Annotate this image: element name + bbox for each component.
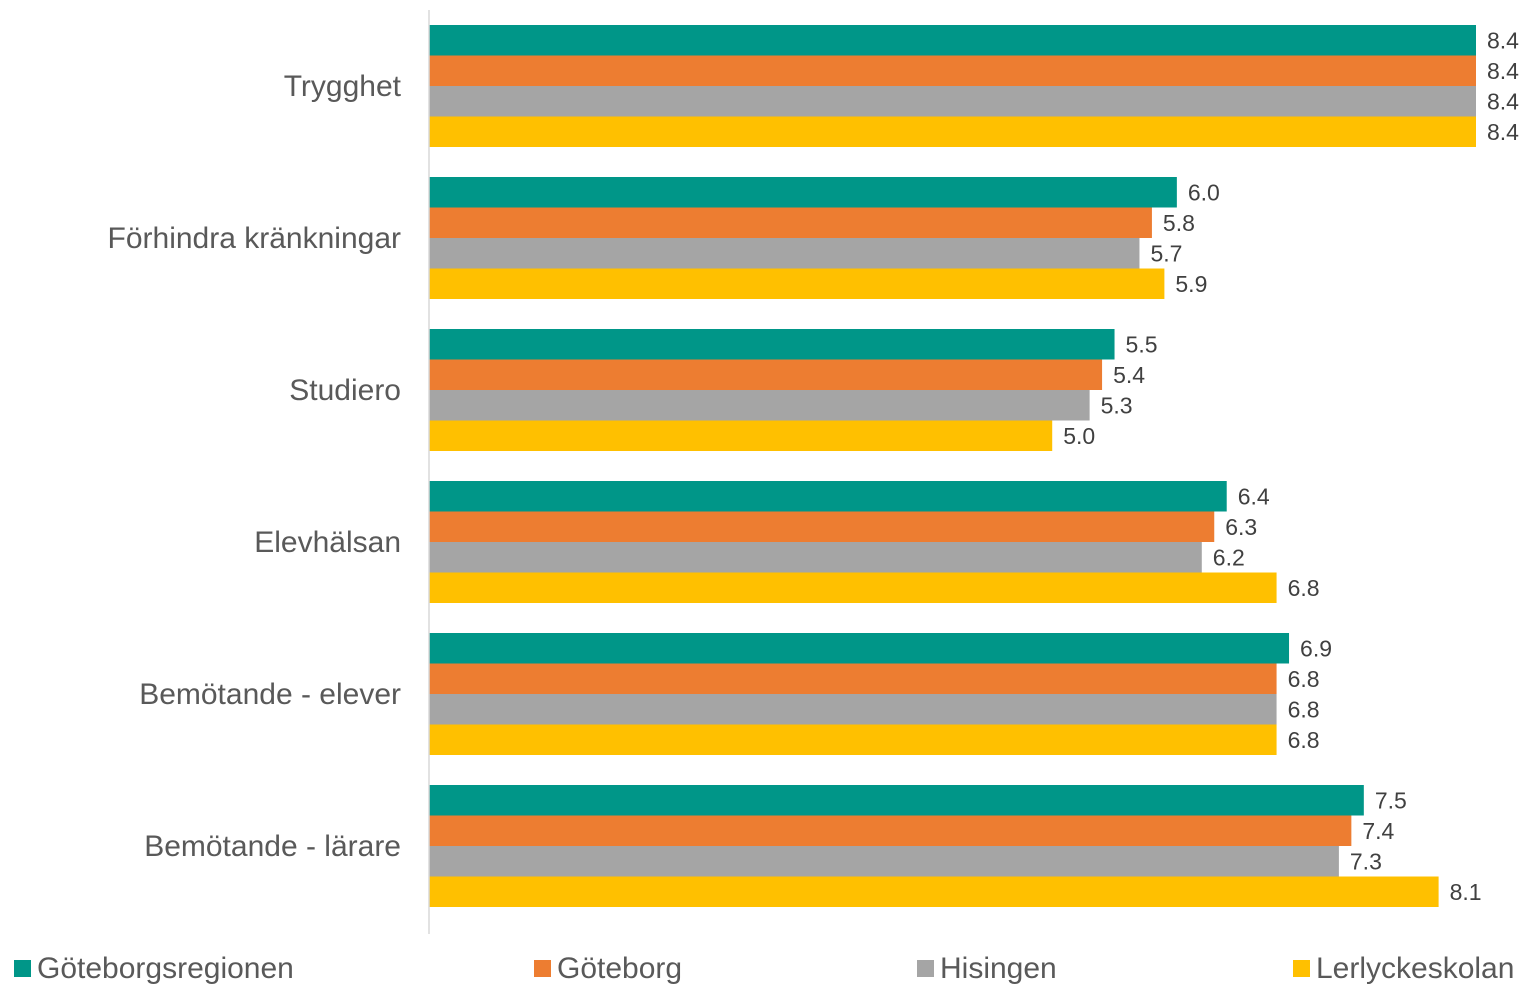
bar-chart: 8.4 8.4 8.4 8.4 6.0 5.8 5.7 5.9 5.5 5.4 5.35.0 6.4 6… bbox=[108, 10, 1519, 934]
value-label-3-4: 6.2 bbox=[1213, 544, 1245, 570]
bar-3-6 bbox=[429, 846, 1339, 877]
category-label-2: Förhindra kränkningar bbox=[108, 222, 401, 255]
bar-4-5 bbox=[429, 724, 1277, 755]
bar-2-5 bbox=[429, 663, 1277, 694]
legend-item-3: Hisingen bbox=[917, 952, 1057, 985]
value-label-3-1: 8.4 bbox=[1487, 88, 1519, 114]
category-labels-group: Trygghet Förhindra kränkningar Studiero Ele… bbox=[108, 70, 402, 863]
legend-label-2: Göteborg bbox=[557, 952, 683, 985]
legend-item-1: Göteborgsregionen bbox=[14, 952, 294, 985]
bar-2-3 bbox=[429, 359, 1103, 390]
category-label-3: Studiero bbox=[289, 374, 401, 407]
value-label-2-5: 6.8 bbox=[1288, 666, 1320, 692]
legend-swatch-2 bbox=[534, 960, 551, 977]
legend: Göteborgsregionen Göteborg Hisingen Lerlyck… bbox=[0, 952, 1533, 985]
bar-4-1 bbox=[429, 116, 1476, 147]
value-label-2-1: 8.4 bbox=[1487, 58, 1519, 84]
value-label-2-3: 5.4 bbox=[1113, 362, 1145, 388]
bar-1-3 bbox=[429, 329, 1115, 360]
value-label-2-6: 7.4 bbox=[1362, 818, 1394, 844]
bar-4-3 bbox=[429, 420, 1053, 451]
legend-label-1: Göteborgsregionen bbox=[37, 952, 294, 985]
category-label-4: Elevhälsan bbox=[254, 526, 401, 559]
bar-3-3 bbox=[429, 390, 1090, 421]
bar-2-4 bbox=[429, 511, 1215, 542]
value-label-1-3: 5.5 bbox=[1126, 331, 1158, 357]
value-label-3-3: 5.3 bbox=[1101, 392, 1133, 418]
bar-3-5 bbox=[429, 694, 1277, 725]
legend-label-3: Hisingen bbox=[940, 952, 1057, 985]
category-label-1: Trygghet bbox=[284, 70, 402, 103]
bar-1-2 bbox=[429, 177, 1177, 208]
bar-1-4 bbox=[429, 481, 1227, 512]
bar-4-2 bbox=[429, 268, 1165, 299]
bar-2-1 bbox=[429, 55, 1476, 86]
bar-3-2 bbox=[429, 238, 1140, 269]
legend-swatch-4 bbox=[1293, 960, 1310, 977]
category-label-5: Bemötande - elever bbox=[139, 678, 401, 711]
legend-swatch-1 bbox=[14, 960, 31, 977]
value-label-1-2: 6.0 bbox=[1188, 179, 1220, 205]
value-label-1-1: 8.4 bbox=[1487, 27, 1519, 53]
value-label-1-5: 6.9 bbox=[1300, 635, 1332, 661]
bar-4-4 bbox=[429, 572, 1277, 603]
value-label-1-6: 7.5 bbox=[1375, 787, 1407, 813]
bar-3-1 bbox=[429, 86, 1476, 117]
bar-3-4 bbox=[429, 542, 1202, 573]
value-label-4-3: 5.0 bbox=[1063, 423, 1095, 449]
value-label-4-5: 6.8 bbox=[1288, 727, 1320, 753]
value-label-3-2: 5.7 bbox=[1150, 240, 1182, 266]
value-labels-group: 8.4 8.4 8.4 8.4 6.0 5.8 5.7 5.9 5.5 5.4 5.35.0 6.4 6… bbox=[1063, 27, 1519, 905]
legend-swatch-3 bbox=[917, 960, 934, 977]
value-label-4-1: 8.4 bbox=[1487, 119, 1519, 145]
value-label-4-2: 5.9 bbox=[1175, 271, 1207, 297]
legend-label-4: Lerlyckeskolan bbox=[1316, 952, 1515, 985]
value-label-4-4: 6.8 bbox=[1288, 575, 1320, 601]
value-label-3-6: 7.3 bbox=[1350, 848, 1382, 874]
legend-item-2: Göteborg bbox=[534, 952, 682, 985]
value-label-2-2: 5.8 bbox=[1163, 210, 1195, 236]
value-label-4-6: 8.1 bbox=[1450, 879, 1482, 905]
legend-item-4: Lerlyckeskolan bbox=[1293, 952, 1514, 985]
value-label-1-4: 6.4 bbox=[1238, 483, 1270, 509]
bar-2-2 bbox=[429, 207, 1152, 238]
value-label-2-4: 6.3 bbox=[1225, 514, 1257, 540]
bar-1-1 bbox=[429, 25, 1476, 56]
bar-1-6 bbox=[429, 785, 1364, 816]
bar-4-6 bbox=[429, 876, 1439, 907]
bar-2-6 bbox=[429, 815, 1352, 846]
bar-1-5 bbox=[429, 633, 1290, 664]
bars-group bbox=[429, 25, 1476, 907]
category-label-6: Bemötande - lärare bbox=[144, 830, 401, 863]
value-label-3-5: 6.8 bbox=[1288, 696, 1320, 722]
